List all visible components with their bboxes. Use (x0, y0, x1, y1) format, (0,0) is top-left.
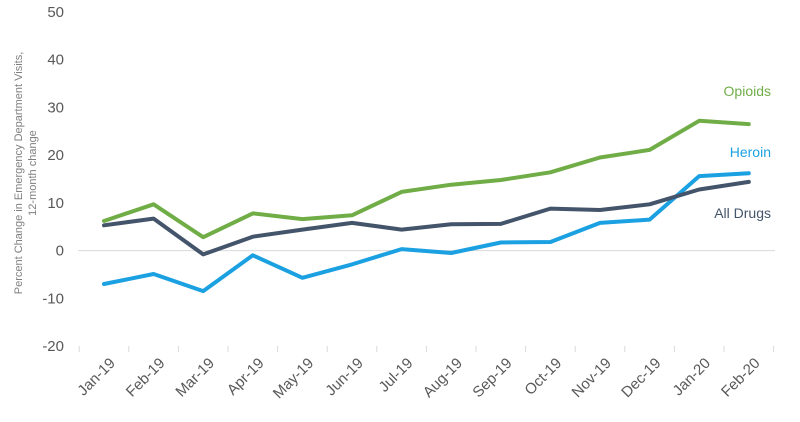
y-axis-label: Percent Change in Emergency Department V… (13, 52, 39, 295)
y-tick-label: 0 (56, 243, 64, 260)
series-line-opioids (102, 118, 751, 240)
x-axis-category-labels: Jan-19 Feb-19 Mar-19 Apr-19 May-19 Jun-19 Jul-… (74, 355, 763, 402)
x-category-label: Oct-19 (521, 355, 565, 399)
x-category-label: Feb-20 (718, 355, 764, 401)
series-label-heroin: Heroin (730, 144, 771, 160)
x-category-label: Dec-19 (618, 355, 664, 401)
series-line-heroin (102, 171, 751, 294)
series-labels: Opioids Heroin All Drugs (714, 83, 771, 221)
series-lines (102, 118, 751, 294)
x-category-label: Apr-19 (224, 355, 268, 399)
x-category-label: Jul-19 (376, 355, 417, 396)
y-tick-label: 10 (47, 195, 64, 212)
x-category-label: Feb-19 (123, 355, 169, 401)
y-axis-ticks: -20 -10 0 10 20 30 40 50 (42, 4, 64, 355)
series-line-all-drugs (102, 179, 751, 257)
x-category-label: Jan-19 (74, 355, 118, 399)
x-category-label: Jun-19 (322, 355, 366, 399)
y-tick-label: 30 (47, 99, 64, 116)
y-tick-label: 50 (47, 4, 64, 21)
y-tick-label: -20 (42, 338, 64, 355)
x-category-label: Sep-19 (469, 355, 515, 401)
x-category-label: Aug-19 (420, 355, 466, 401)
x-axis-ticks (78, 346, 775, 352)
x-category-label: Nov-19 (569, 355, 615, 401)
series-label-opioids: Opioids (724, 83, 771, 99)
x-category-label: Mar-19 (172, 355, 218, 401)
series-label-all-drugs: All Drugs (714, 205, 771, 221)
y-tick-label: -10 (42, 290, 64, 307)
y-axis-label-line: 12-month change (27, 130, 39, 216)
y-tick-label: 40 (47, 52, 64, 69)
y-axis-label-line: Percent Change in Emergency Department V… (13, 52, 25, 295)
y-tick-label: 20 (47, 147, 64, 164)
x-category-label: May-19 (270, 355, 317, 402)
x-category-label: Jan-20 (670, 355, 714, 399)
